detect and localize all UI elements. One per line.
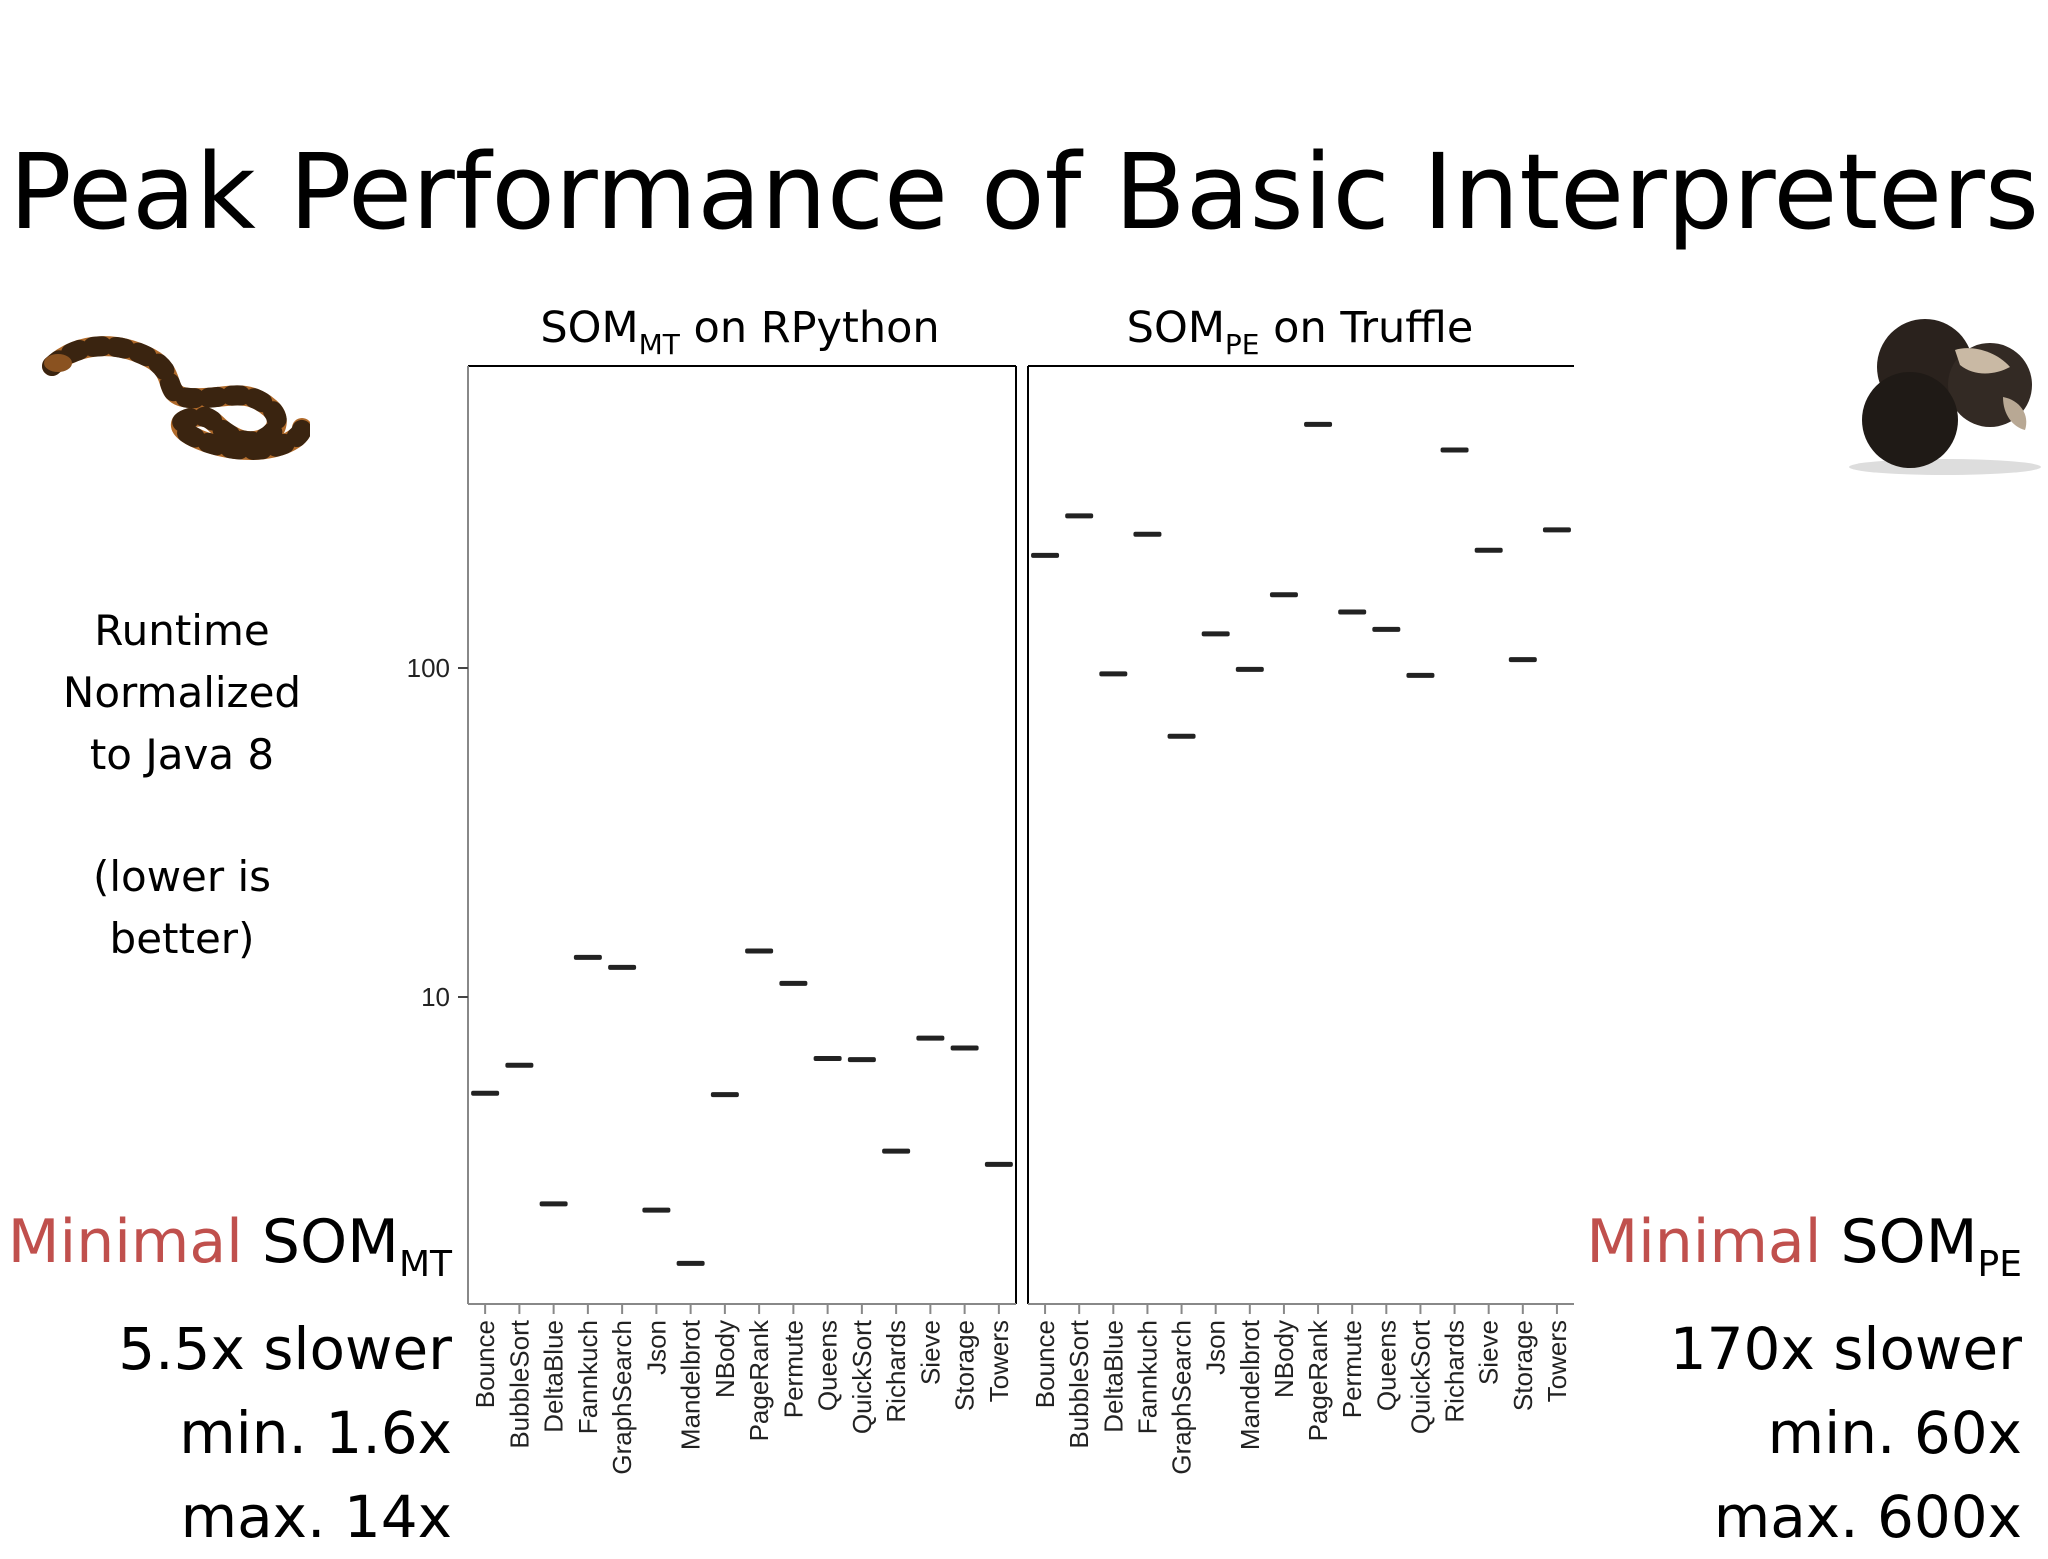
x-tick-label: Fannkuch bbox=[573, 1320, 603, 1434]
box-mark bbox=[1338, 609, 1367, 615]
panel-title-left: SOMMT on RPython bbox=[540, 303, 940, 361]
box-mark bbox=[471, 1090, 500, 1096]
note-line: (lower is bbox=[92, 852, 272, 901]
x-tick-label: Json bbox=[1201, 1320, 1231, 1375]
note-line: better) bbox=[109, 914, 255, 963]
x-tick-label: NBody bbox=[1269, 1320, 1299, 1398]
box-mark bbox=[573, 954, 602, 960]
box-mark bbox=[813, 1056, 842, 1062]
summary-left: Minimal SOMMT 5.5x slower min. 1.6x max.… bbox=[8, 1200, 452, 1559]
box-mark bbox=[1133, 531, 1162, 537]
x-tick-label: GraphSearch bbox=[607, 1320, 637, 1475]
slide-title: Peak Performance of Basic Interpreters bbox=[8, 131, 2040, 253]
panel-title-right: SOMPE on Truffle bbox=[1126, 303, 1474, 361]
box-mark bbox=[1406, 672, 1435, 678]
x-tick-label: Bounce bbox=[1030, 1320, 1060, 1408]
summary-right: Minimal SOMPE 170x slower min. 60x max. … bbox=[1586, 1200, 2022, 1559]
box-mark bbox=[1167, 733, 1196, 739]
box-mark bbox=[1031, 552, 1060, 558]
y-tick-label: 10 bbox=[421, 982, 450, 1012]
x-tick-label: Queens bbox=[1371, 1320, 1401, 1411]
y-axis-label-line: Runtime bbox=[94, 606, 270, 655]
box-mark bbox=[505, 1062, 534, 1068]
y-axis-label-line: to Java 8 bbox=[89, 730, 275, 779]
box-mark bbox=[916, 1035, 945, 1041]
y-axis-label: Runtime Normalized to Java 8 (lower is b… bbox=[40, 600, 324, 970]
box-mark bbox=[539, 1201, 568, 1207]
summary-line: 170x slower bbox=[1669, 1315, 2022, 1383]
summary-line: min. 1.6x bbox=[179, 1399, 452, 1467]
data-marks bbox=[471, 421, 1571, 1266]
box-mark bbox=[1372, 626, 1401, 632]
x-tick-label: QuickSort bbox=[847, 1319, 877, 1434]
x-tick-label: BubbleSort bbox=[504, 1319, 534, 1448]
box-mark bbox=[676, 1260, 705, 1266]
x-tick-label: Richards bbox=[881, 1320, 911, 1423]
snake-icon bbox=[42, 336, 310, 461]
x-tick-label: GraphSearch bbox=[1167, 1320, 1197, 1475]
box-mark bbox=[1235, 666, 1264, 672]
x-tick-label: Bounce bbox=[470, 1320, 500, 1408]
x-tick-label: Sieve bbox=[1474, 1320, 1504, 1385]
plot-frames bbox=[467, 365, 1574, 1305]
box-mark bbox=[1099, 671, 1128, 677]
x-tick-label: DeltaBlue bbox=[1098, 1320, 1128, 1433]
box-mark bbox=[984, 1161, 1013, 1167]
box-mark bbox=[1201, 631, 1230, 637]
x-tick-label: BubbleSort bbox=[1064, 1319, 1094, 1448]
box-mark bbox=[745, 948, 774, 954]
box-mark bbox=[1508, 657, 1537, 663]
truffle-icon bbox=[1849, 319, 2041, 475]
box-mark bbox=[642, 1207, 671, 1213]
box-mark bbox=[1474, 547, 1503, 553]
x-tick-label: PageRank bbox=[744, 1319, 774, 1441]
x-tick-label: NBody bbox=[710, 1320, 740, 1398]
box-mark bbox=[608, 964, 637, 970]
box-mark bbox=[1304, 421, 1333, 427]
x-tick-label: Richards bbox=[1440, 1320, 1470, 1423]
y-tick-label: 100 bbox=[407, 653, 450, 683]
x-tick-label: Towers bbox=[1542, 1320, 1572, 1402]
box-mark bbox=[882, 1148, 911, 1154]
x-tick-label: Storage bbox=[950, 1320, 980, 1411]
x-tick-label: Mandelbrot bbox=[676, 1319, 706, 1450]
x-tick-label: Permute bbox=[778, 1320, 808, 1418]
x-tick-label: QuickSort bbox=[1405, 1319, 1435, 1434]
summary-heading: Minimal SOMPE bbox=[1586, 1207, 2022, 1285]
box-mark bbox=[1065, 513, 1094, 519]
box-mark bbox=[779, 980, 808, 986]
x-tick-label: PageRank bbox=[1303, 1319, 1333, 1441]
summary-heading: Minimal SOMMT bbox=[7, 1207, 452, 1285]
y-axis-label-line: Normalized bbox=[62, 668, 302, 717]
box-mark bbox=[950, 1045, 979, 1051]
y-axis: 10 100 bbox=[407, 653, 468, 1012]
summary-line: 5.5x slower bbox=[118, 1315, 452, 1383]
x-tick-label: DeltaBlue bbox=[539, 1320, 569, 1433]
summary-line: min. 60x bbox=[1767, 1399, 2022, 1467]
box-mark bbox=[1542, 527, 1571, 533]
x-tick-label: Towers bbox=[984, 1320, 1014, 1402]
box-mark bbox=[847, 1057, 876, 1063]
x-tick-label: Sieve bbox=[915, 1320, 945, 1385]
x-tick-label: Queens bbox=[813, 1320, 843, 1411]
x-tick-label: Fannkuch bbox=[1132, 1320, 1162, 1434]
x-tick-label: Json bbox=[641, 1320, 671, 1375]
box-mark bbox=[710, 1092, 739, 1098]
box-mark bbox=[1440, 447, 1469, 453]
lower-is-better-note: (lower is better) bbox=[40, 846, 324, 970]
x-tick-labels: Bounce BubbleSort DeltaBlue Fannkuch GraphSe… bbox=[470, 1304, 1572, 1475]
x-tick-label: Mandelbrot bbox=[1235, 1319, 1265, 1450]
x-tick-label: Storage bbox=[1508, 1320, 1538, 1411]
box-mark bbox=[1269, 592, 1298, 598]
x-tick-label: Permute bbox=[1337, 1320, 1367, 1418]
